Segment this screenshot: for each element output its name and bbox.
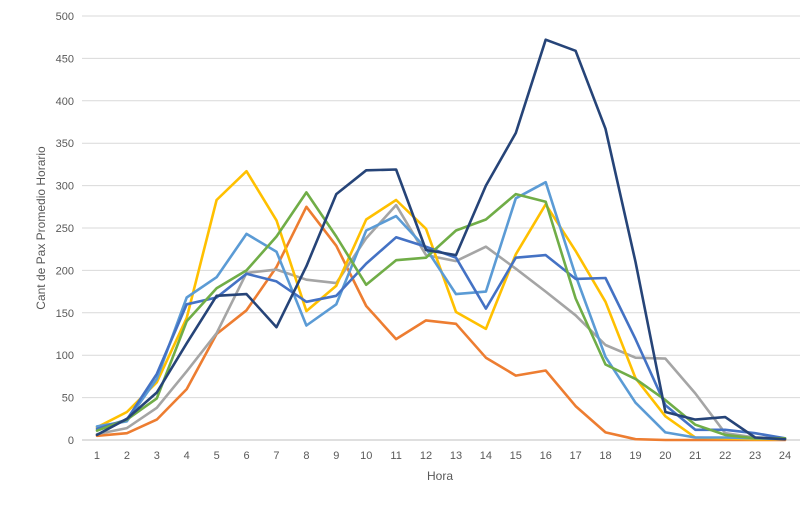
x-tick-label: 19: [629, 450, 641, 462]
y-tick-label: 200: [56, 265, 74, 277]
y-axis-title: Cant de Pax Promedio Horario: [34, 146, 48, 310]
y-tick-label: 350: [56, 138, 74, 150]
x-tick-label: 4: [184, 450, 190, 462]
x-tick-label: 17: [570, 450, 582, 462]
x-tick-label: 5: [214, 450, 220, 462]
x-tick-label: 12: [420, 450, 432, 462]
y-tick-label: 250: [56, 223, 74, 235]
series-line-4: [95, 180, 787, 441]
x-tick-label: 9: [333, 450, 339, 462]
series-line-7: [95, 38, 787, 441]
y-tick-label: 150: [56, 308, 74, 320]
series-line-1: [95, 205, 787, 442]
x-tick-label: 23: [749, 450, 761, 462]
y-axis-ticks: 0 50 100 150 200 250 300 350 400 450 500: [56, 11, 74, 447]
y-tick-label: 500: [56, 11, 74, 23]
y-tick-label: 300: [56, 181, 74, 193]
x-tick-label: 6: [243, 450, 249, 462]
x-tick-label: 16: [540, 450, 552, 462]
x-axis-ticks: 1 2 3 4 5 6 7 8 9 10 11 12 13 14 15 16 17 18 19 20 21 22 23 24: [94, 450, 791, 462]
y-tick-label: 450: [56, 53, 74, 65]
x-tick-label: 10: [360, 450, 372, 462]
x-tick-label: 7: [273, 450, 279, 462]
y-tick-label: 100: [56, 350, 74, 362]
x-axis-title: Hora: [427, 469, 453, 483]
x-tick-label: 20: [659, 450, 671, 462]
x-tick-label: 1: [94, 450, 100, 462]
x-tick-label: 22: [719, 450, 731, 462]
x-tick-label: 13: [450, 450, 462, 462]
x-tick-label: 3: [154, 450, 160, 462]
x-tick-label: 11: [390, 450, 401, 462]
y-tick-label: 0: [68, 435, 74, 447]
y-tick-label: 50: [62, 393, 74, 405]
y-tick-label: 400: [56, 96, 74, 108]
series-line-2: [95, 203, 787, 440]
series-lines: [95, 38, 787, 442]
x-tick-label: 14: [480, 450, 492, 462]
x-tick-label: 21: [689, 450, 701, 462]
x-tick-label: 18: [599, 450, 611, 462]
x-tick-label: 24: [779, 450, 791, 462]
x-tick-label: 15: [510, 450, 522, 462]
series-line-6: [95, 191, 787, 440]
x-tick-label: 8: [303, 450, 309, 462]
gridlines: [82, 15, 800, 399]
x-tick-label: 2: [124, 450, 130, 462]
